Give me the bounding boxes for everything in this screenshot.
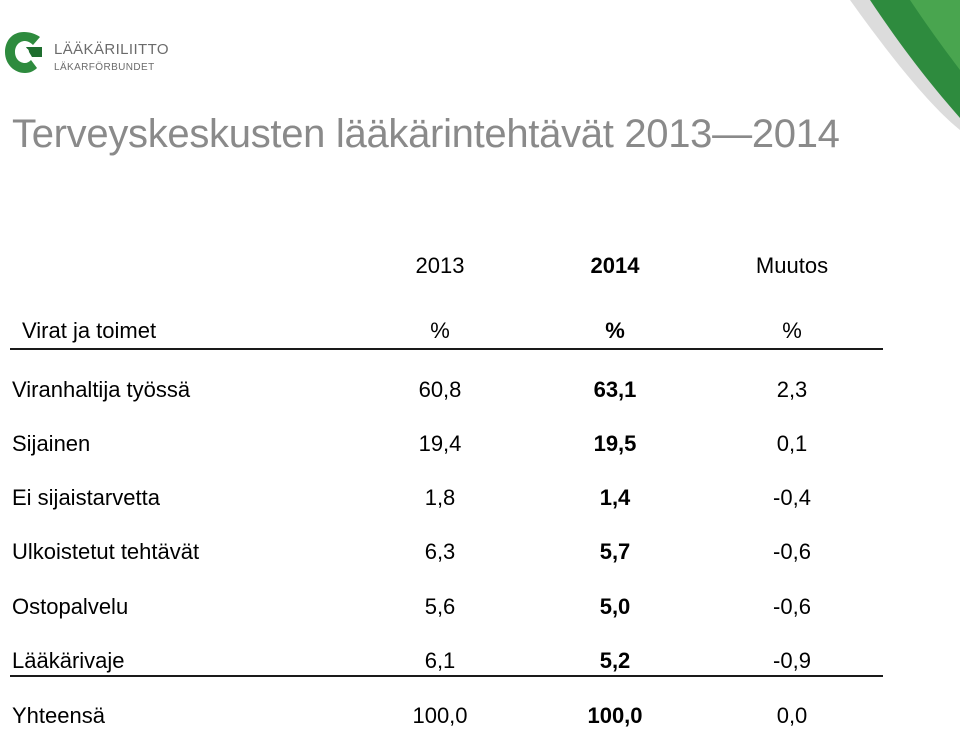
value-2014: 5,7: [599, 539, 631, 564]
value-2013: 6,3: [424, 539, 456, 564]
unit-2014: %: [605, 318, 625, 343]
row-label: Sijainen: [12, 431, 91, 456]
value-change: -0,6: [773, 594, 811, 619]
value-2014: 5,2: [599, 648, 631, 673]
organization-logo: LÄÄKÄRILIITTO LÄKARFÖRBUNDET: [0, 24, 190, 84]
row-label: Lääkärivaje: [12, 648, 125, 673]
year-header-row: 2013 2014 Muutos: [0, 246, 960, 286]
value-change: -0,9: [773, 648, 811, 673]
unit-change: %: [782, 318, 802, 343]
value-2013: 5,6: [424, 594, 456, 619]
total-row: Yhteensä 100,0 100,0 0,0: [0, 696, 960, 736]
page-title: Terveyskeskusten lääkärintehtävät 2013—2…: [12, 112, 840, 156]
row-label: Ulkoistetut tehtävät: [12, 539, 200, 564]
value-2014: 1,4: [599, 485, 631, 510]
value-2013: 1,8: [424, 485, 456, 510]
row-label: Viranhaltija työssä: [12, 377, 191, 402]
row-label: Virat ja toimet: [22, 318, 157, 343]
col-header-change: Muutos: [755, 253, 829, 278]
col-header-2014: 2014: [590, 253, 640, 278]
unit-header-row: Virat ja toimet % % %: [0, 311, 960, 351]
value-2013: 6,1: [424, 648, 456, 673]
table-row: Ostopalvelu 5,6 5,0 -0,6: [0, 587, 960, 627]
corner-decoration: [850, 0, 960, 130]
value-2013: 19,4: [418, 431, 462, 456]
row-label: Ei sijaistarvetta: [12, 485, 160, 510]
row-label: Ostopalvelu: [12, 594, 129, 619]
total-2013: 100,0: [412, 703, 468, 728]
table-row: Lääkärivaje 6,1 5,2 -0,9: [0, 641, 960, 681]
table-row: Ei sijaistarvetta 1,8 1,4 -0,4: [0, 478, 960, 518]
total-2014: 100,0: [587, 703, 643, 728]
value-2014: 19,5: [593, 431, 637, 456]
value-change: 0,1: [776, 431, 808, 456]
table-row: Viranhaltija työssä 60,8 63,1 2,3: [0, 370, 960, 410]
table-row: Ulkoistetut tehtävät 6,3 5,7 -0,6: [0, 532, 960, 572]
table-row: Sijainen 19,4 19,5 0,1: [0, 424, 960, 464]
value-2014: 5,0: [599, 594, 631, 619]
header-divider: [10, 348, 883, 350]
value-2014: 63,1: [593, 377, 637, 402]
col-header-2013: 2013: [415, 253, 465, 278]
value-change: 2,3: [776, 377, 808, 402]
value-change: -0,4: [773, 485, 811, 510]
total-divider: [10, 675, 883, 677]
unit-2013: %: [430, 318, 450, 343]
value-2013: 60,8: [418, 377, 462, 402]
logo-text-secondary: LÄKARFÖRBUNDET: [54, 62, 155, 73]
logo-mark-icon: [5, 32, 42, 73]
total-change: 0,0: [776, 703, 808, 728]
logo-text-primary: LÄÄKÄRILIITTO: [54, 41, 169, 58]
total-label: Yhteensä: [12, 703, 105, 728]
value-change: -0,6: [773, 539, 811, 564]
